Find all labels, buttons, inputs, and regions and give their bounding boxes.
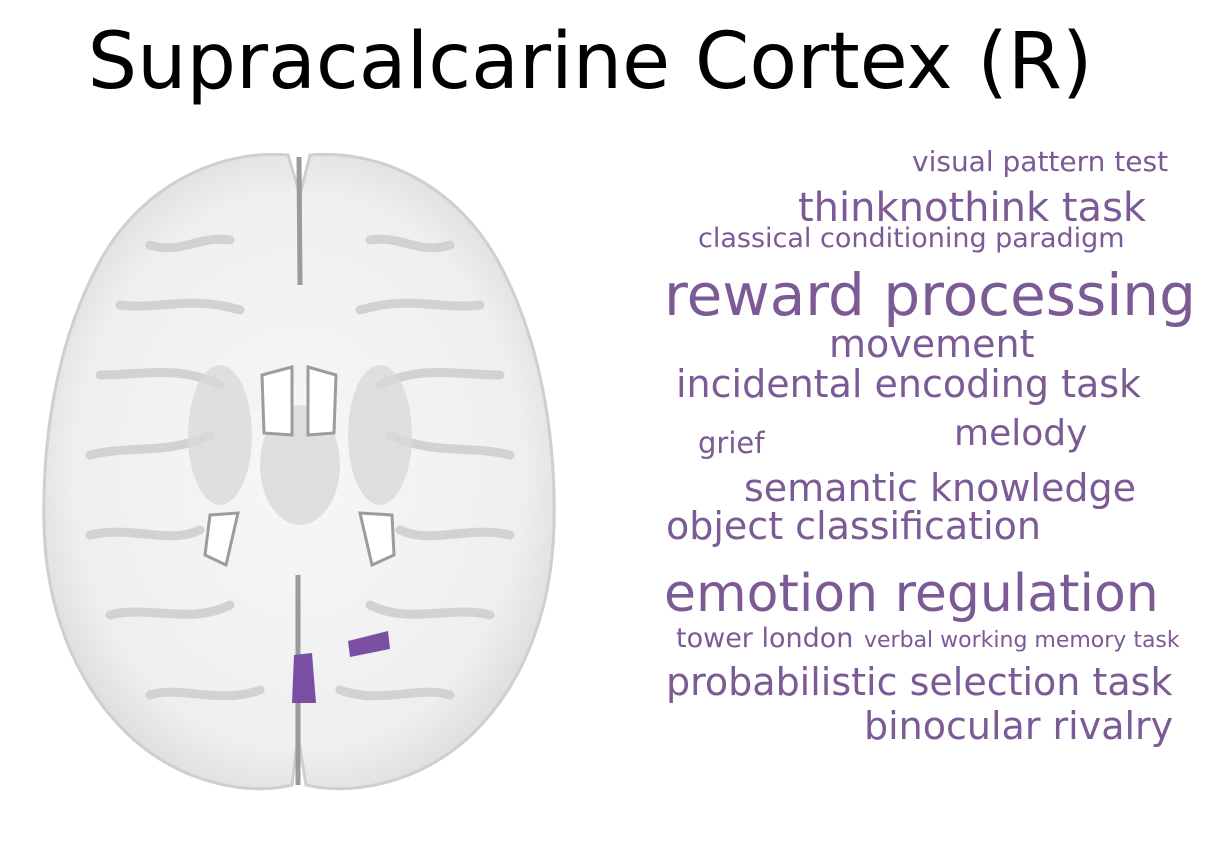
term-melody: melody [954, 413, 1087, 454]
term-incidental-encoding-task: incidental encoding task [676, 362, 1141, 406]
cortical-sulci [85, 234, 515, 701]
term-visual-pattern-test: visual pattern test [912, 145, 1168, 178]
term-classical-conditioning-paradigm: classical conditioning paradigm [698, 223, 1125, 254]
highlighted-region [292, 631, 390, 703]
term-reward-processing: reward processing [664, 261, 1196, 329]
term-verbal-working-memory-task: verbal working memory task [864, 628, 1180, 653]
term-probabilistic-selection-task: probabilistic selection task [666, 660, 1172, 704]
term-object-classification: object classification [666, 504, 1041, 548]
term-binocular-rivalry: binocular rivalry [864, 704, 1173, 748]
figure-title: Supracalcarine Cortex (R) [87, 17, 1093, 107]
term-emotion-regulation: emotion regulation [664, 564, 1159, 624]
term-grief: grief [698, 426, 765, 460]
term-movement: movement [829, 322, 1035, 366]
brain-axial-slice [42, 152, 556, 791]
term-word-cloud: visual pattern test thinknothink taskclas… [664, 145, 1196, 748]
ventricles [203, 365, 396, 568]
term-tower-london: tower london [676, 623, 853, 654]
term-thinknothink-task: thinknothink task [798, 185, 1147, 231]
term-semantic-knowledge: semantic knowledge [744, 466, 1136, 510]
